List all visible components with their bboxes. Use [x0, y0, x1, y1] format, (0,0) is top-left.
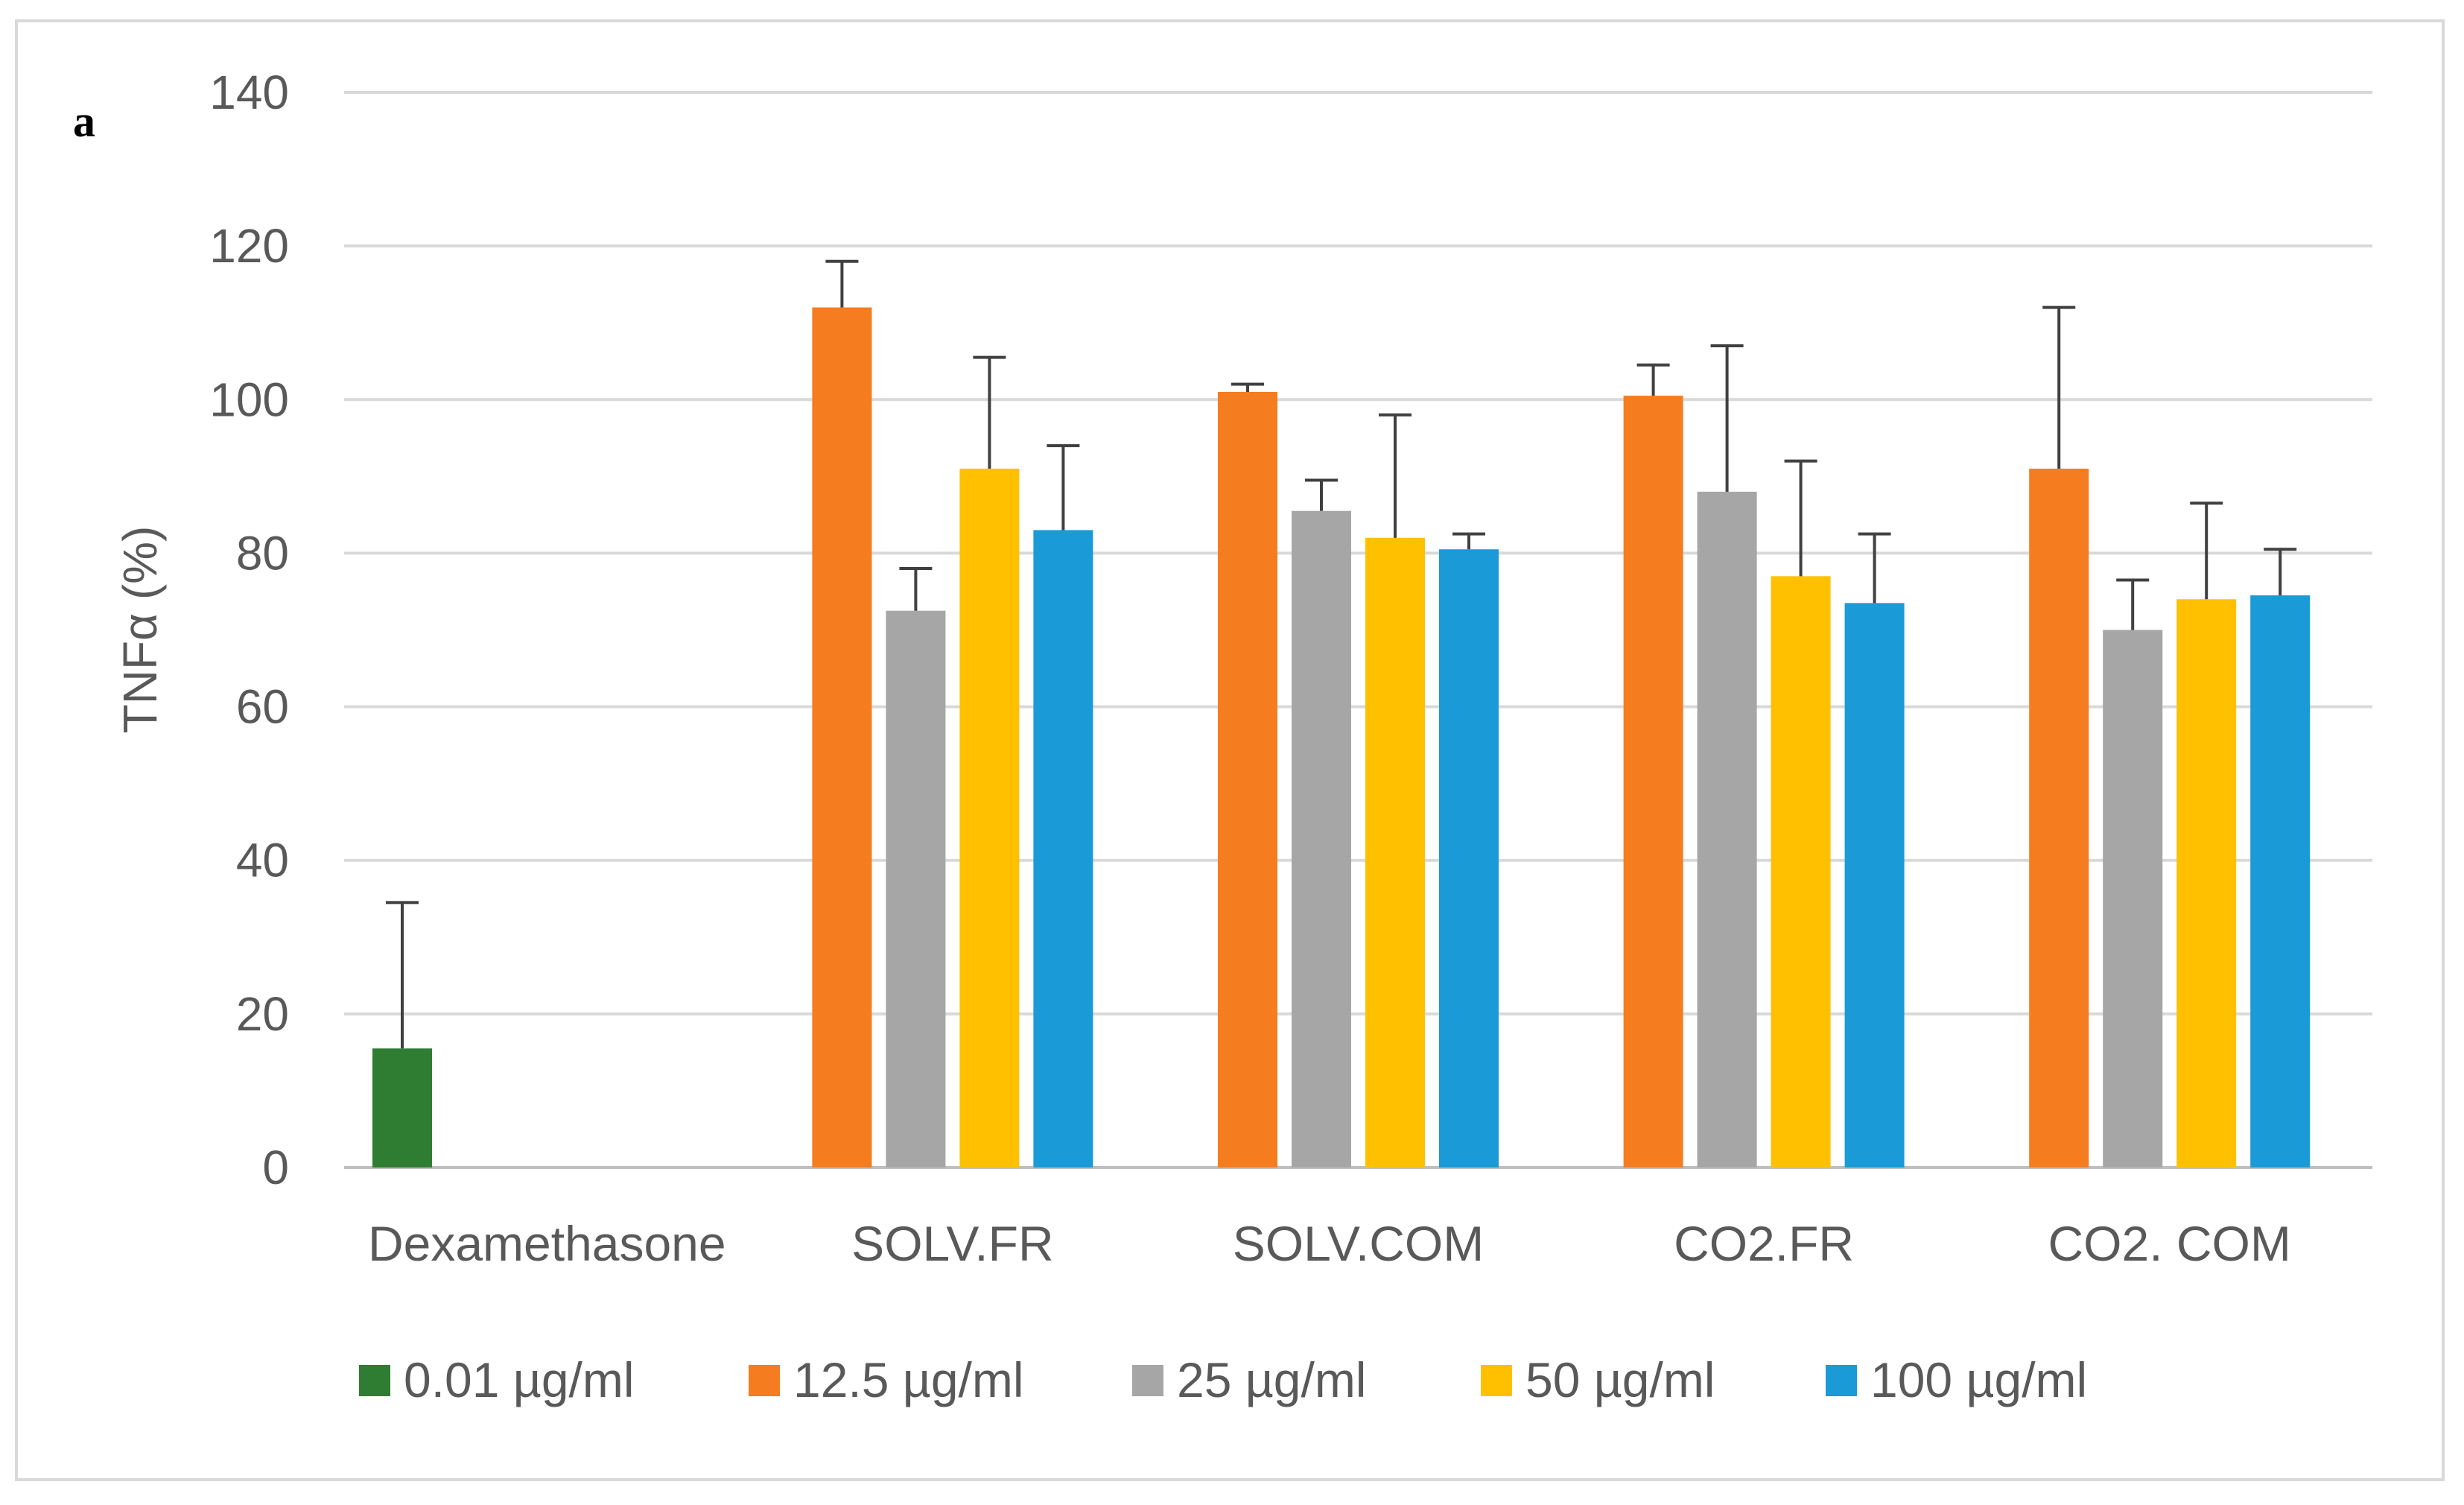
error-bar-co2-com-50-g-ml	[2190, 501, 2223, 600]
bar-co2-com-50-g-ml	[2176, 599, 2237, 1167]
error-bar-solv-com-100-g-ml	[1452, 532, 1485, 550]
error-bar-co2-com-100-g-ml	[2264, 548, 2297, 596]
panel-label: a	[73, 97, 95, 146]
error-bar-solv-fr-25-g-ml	[899, 567, 933, 611]
bar-solv-fr-50-g-ml	[959, 469, 1020, 1167]
bar-co2-com-12-5-g-ml	[2029, 469, 2089, 1167]
legend-item-50-g-ml: 50 µg/ml	[1481, 1352, 1715, 1407]
y-tick-label: 60	[236, 680, 289, 734]
x-category-label: SOLV.COM	[1233, 1216, 1484, 1271]
y-tick-label: 20	[236, 987, 289, 1041]
error-bar-co2-fr-25-g-ml	[1710, 344, 1744, 492]
y-tick-label: 0	[262, 1141, 289, 1194]
error-bar-solv-com-50-g-ml	[1379, 413, 1412, 538]
bar-solv-com-12-5-g-ml	[1218, 391, 1277, 1168]
legend-label: 0.01 µg/ml	[404, 1352, 635, 1407]
error-bar-solv-com-12-5-g-ml	[1231, 382, 1264, 392]
error-bar-solv-fr-50-g-ml	[973, 355, 1006, 469]
legend-item-100-g-ml: 100 µg/ml	[1826, 1352, 2087, 1407]
legend-swatch	[1826, 1365, 1857, 1396]
error-bar-co2-com-12-5-g-ml	[2042, 305, 2076, 469]
error-bar-solv-com-25-g-ml	[1305, 478, 1338, 511]
bar-co2-fr-12-5-g-ml	[1623, 396, 1683, 1168]
y-tick-label: 40	[236, 834, 289, 887]
bar-solv-fr-100-g-ml	[1033, 530, 1093, 1167]
x-category-label: CO2.FR	[1674, 1216, 1854, 1271]
bar-co2-com-25-g-ml	[2103, 630, 2163, 1167]
x-category-label: Dexamethasone	[368, 1216, 726, 1271]
error-bar-solv-fr-12-5-g-ml	[825, 259, 859, 308]
legend-item-25-g-ml: 25 µg/ml	[1132, 1352, 1366, 1407]
legend-item-12-5-g-ml: 12.5 µg/ml	[749, 1352, 1024, 1407]
bar-solv-com-50-g-ml	[1365, 537, 1425, 1167]
error-bar-dexamethasone-0-01-g-ml	[386, 901, 419, 1049]
x-category-label: CO2. COM	[2048, 1216, 2291, 1271]
error-bars	[386, 259, 2297, 1049]
legend-label: 25 µg/ml	[1177, 1352, 1366, 1407]
error-bar-co2-fr-100-g-ml	[1858, 532, 1891, 603]
bar-dexamethasone-0-01-g-ml	[372, 1048, 432, 1167]
x-axis-categories: Dexamethasone SOLV.FR SOLV.COM CO2.FR CO2. C…	[368, 1216, 2291, 1271]
bar-co2-fr-25-g-ml	[1697, 491, 1757, 1167]
y-axis-label: TNFα (%)	[113, 526, 167, 734]
bar-co2-fr-50-g-ml	[1771, 576, 1831, 1167]
bar-solv-fr-25-g-ml	[886, 610, 946, 1167]
error-bar-co2-fr-50-g-ml	[1784, 459, 1817, 577]
bar-co2-fr-100-g-ml	[1844, 603, 1905, 1167]
legend-label: 100 µg/ml	[1870, 1352, 2087, 1407]
legend-swatch	[359, 1365, 390, 1396]
error-bar-co2-com-25-g-ml	[2116, 578, 2150, 630]
error-bar-co2-fr-12-5-g-ml	[1636, 363, 1670, 396]
x-category-label: SOLV.FR	[851, 1216, 1053, 1271]
legend-swatch	[749, 1365, 780, 1396]
y-tick-label: 120	[209, 219, 289, 273]
y-tick-label: 80	[236, 526, 289, 580]
y-tick-label: 100	[209, 373, 289, 426]
y-tick-label: 140	[209, 66, 289, 119]
legend-label: 50 µg/ml	[1525, 1352, 1715, 1407]
legend-swatch	[1481, 1365, 1512, 1396]
legend-swatch	[1132, 1365, 1163, 1396]
error-bar-solv-fr-100-g-ml	[1047, 444, 1080, 530]
legend: 0.01 µg/ml 12.5 µg/ml 25 µg/ml 50 µg/ml 100 …	[359, 1352, 2087, 1407]
y-axis-ticks: 0 20 40 60 80 100 120 140	[209, 66, 289, 1194]
bar-solv-com-100-g-ml	[1439, 549, 1499, 1167]
bar-solv-com-25-g-ml	[1292, 510, 1351, 1167]
legend-item-0-01-g-ml: 0.01 µg/ml	[359, 1352, 635, 1407]
bar-solv-fr-12-5-g-ml	[812, 307, 872, 1168]
bars	[372, 307, 2311, 1168]
legend-label: 12.5 µg/ml	[793, 1352, 1024, 1407]
bar-co2-com-100-g-ml	[2250, 595, 2311, 1167]
